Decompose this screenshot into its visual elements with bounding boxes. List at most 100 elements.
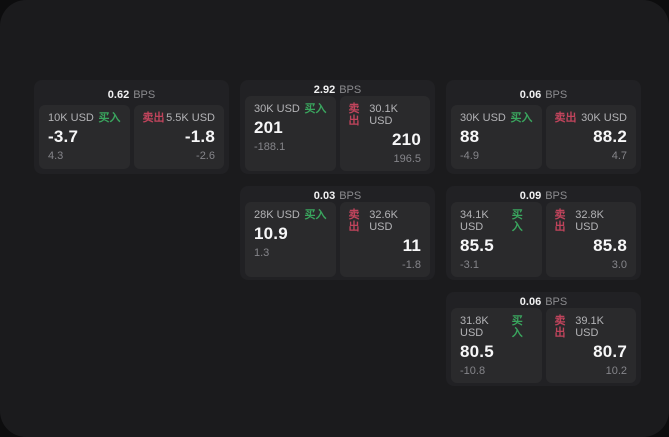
buy-side-label: 买入 [304,103,327,115]
buy-pane-top: 10K USD 买入 [48,112,121,124]
sell-side-label: 卖出 [142,112,165,124]
buy-price: -3.7 [48,127,79,146]
buy-pane[interactable]: 30K USD 买入 88 -4.9 [451,105,542,169]
buy-delta: -188.1 [254,141,286,153]
sell-pane-top: 卖出 30K USD [555,112,628,124]
buy-price: 80.5 [460,342,494,361]
bps-unit-label: BPS [339,84,362,96]
sell-price: 85.8 [593,236,627,255]
buy-delta: -3.1 [460,259,479,271]
buy-delta: -4.9 [460,150,479,162]
card-header: 0.03 BPS [245,190,430,202]
buy-price: 88 [460,127,480,146]
bps-unit-label: BPS [545,296,568,308]
buy-pane[interactable]: 30K USD 买入 201 -188.1 [245,96,336,171]
sell-price: 210 [392,130,421,149]
buy-price: 201 [254,118,283,137]
bps-value: 0.06 [519,296,542,308]
sell-delta: 196.5 [393,153,421,165]
sell-notional: 5.5K USD [166,112,215,124]
sell-pane-top: 卖出 5.5K USD [143,112,216,124]
sell-delta: 4.7 [611,150,627,162]
sell-notional: 39.1K USD [575,315,604,339]
buy-notional: 30K USD [254,103,300,115]
buy-notional: 10K USD [48,112,94,124]
bps-unit-label: BPS [545,88,568,101]
bps-value: 0.09 [519,190,542,202]
buy-sell-panes: 10K USD 买入 -3.7 4.3 卖出 5.5K USD -1.8 -2.… [39,105,224,169]
sell-notional: 30K USD [581,112,627,124]
buy-side-label: 买入 [511,209,523,233]
buy-sell-panes: 31.8K USD 买入 80.5 -10.8 卖出 39.1K USD 80.… [451,308,636,383]
buy-price: 85.5 [460,236,494,255]
sell-delta: 3.0 [611,259,627,271]
buy-side-label: 买入 [98,112,121,124]
bps-value: 2.92 [313,84,336,96]
quote-card[interactable]: 2.92 BPS 30K USD 买入 201 -188.1 卖出 30.1K … [240,80,435,174]
buy-pane-top: 31.8K USD 买入 [460,315,533,339]
sell-pane-top: 卖出 39.1K USD [555,315,628,339]
bps-unit-label: BPS [133,88,156,101]
buy-delta: 4.3 [48,150,64,162]
quote-card[interactable]: 0.03 BPS 28K USD 买入 10.9 1.3 卖出 32.6K US… [240,186,435,280]
card-header: 0.62 BPS [39,84,224,105]
sell-side-label: 卖出 [554,209,566,233]
buy-pane[interactable]: 34.1K USD 买入 85.5 -3.1 [451,202,542,277]
buy-pane[interactable]: 28K USD 买入 10.9 1.3 [245,202,336,277]
quote-card[interactable]: 0.09 BPS 34.1K USD 买入 85.5 -3.1 卖出 32.8K… [446,186,641,280]
bps-unit-label: BPS [339,190,362,202]
buy-pane-top: 34.1K USD 买入 [460,209,533,233]
sell-pane-top: 卖出 32.8K USD [555,209,628,233]
sell-pane-top: 卖出 30.1K USD [349,103,422,127]
buy-pane-top: 28K USD 买入 [254,209,327,221]
buy-sell-panes: 34.1K USD 买入 85.5 -3.1 卖出 32.8K USD 85.8… [451,202,636,277]
sell-price: -1.8 [184,127,215,146]
card-header: 0.06 BPS [451,84,636,105]
buy-pane[interactable]: 31.8K USD 买入 80.5 -10.8 [451,308,542,383]
sell-pane[interactable]: 卖出 30K USD 88.2 4.7 [545,105,636,169]
bps-unit-label: BPS [545,190,568,202]
buy-side-label: 买入 [511,315,523,339]
sell-delta: -2.6 [196,150,215,162]
quote-card[interactable]: 0.62 BPS 10K USD 买入 -3.7 4.3 卖出 5.5K USD [34,80,229,174]
buy-delta: 1.3 [254,247,270,259]
sell-delta: -1.8 [402,259,421,271]
sell-delta: 10.2 [605,365,627,377]
buy-pane[interactable]: 10K USD 买入 -3.7 4.3 [39,105,130,169]
bps-value: 0.62 [107,88,130,101]
buy-sell-panes: 28K USD 买入 10.9 1.3 卖出 32.6K USD 11 -1.8 [245,202,430,277]
quote-card[interactable]: 0.06 BPS 31.8K USD 买入 80.5 -10.8 卖出 39.1… [446,292,641,386]
card-header: 0.06 BPS [451,296,636,308]
sell-notional: 30.1K USD [369,103,398,127]
buy-notional: 34.1K USD [460,209,489,233]
card-header: 0.09 BPS [451,190,636,202]
buy-pane-top: 30K USD 买入 [254,103,327,115]
sell-pane[interactable]: 卖出 30.1K USD 210 196.5 [339,96,430,171]
buy-side-label: 买入 [304,209,327,221]
buy-pane-top: 30K USD 买入 [460,112,533,124]
buy-notional: 31.8K USD [460,315,489,339]
bps-value: 0.03 [313,190,336,202]
buy-notional: 30K USD [460,112,506,124]
buy-notional: 28K USD [254,209,300,221]
card-header: 2.92 BPS [245,84,430,96]
quote-cards-grid: 0.62 BPS 10K USD 买入 -3.7 4.3 卖出 5.5K USD [34,80,641,386]
sell-pane[interactable]: 卖出 39.1K USD 80.7 10.2 [545,308,636,383]
sell-side-label: 卖出 [554,315,566,339]
buy-price: 10.9 [254,224,288,243]
sell-side-label: 卖出 [554,112,577,124]
sell-notional: 32.6K USD [369,209,398,233]
sell-pane-top: 卖出 32.6K USD [349,209,422,233]
buy-delta: -10.8 [460,365,486,377]
sell-price: 88.2 [593,127,627,146]
buy-side-label: 买入 [510,112,533,124]
bps-value: 0.06 [519,88,542,101]
sell-side-label: 卖出 [348,209,360,233]
sell-pane[interactable]: 卖出 5.5K USD -1.8 -2.6 [133,105,224,169]
quote-card[interactable]: 0.06 BPS 30K USD 买入 88 -4.9 卖出 30K USD [446,80,641,174]
sell-price: 80.7 [593,342,627,361]
sell-pane[interactable]: 卖出 32.6K USD 11 -1.8 [339,202,430,277]
sell-pane[interactable]: 卖出 32.8K USD 85.8 3.0 [545,202,636,277]
sell-notional: 32.8K USD [575,209,604,233]
